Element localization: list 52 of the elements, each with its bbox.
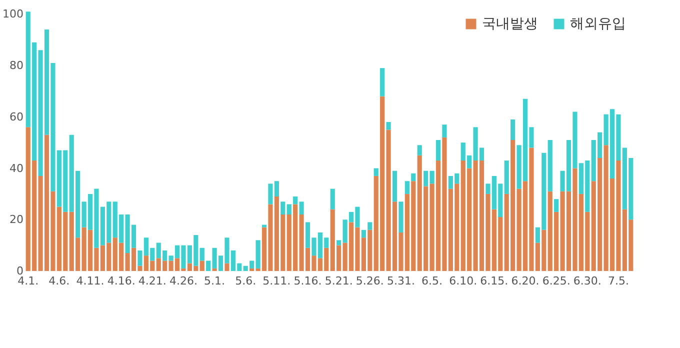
bar bbox=[280, 202, 286, 214]
x-tick-label: 4.16. bbox=[107, 274, 136, 288]
bar bbox=[262, 224, 267, 228]
bar bbox=[392, 170, 398, 202]
x-tick-label: 6.5. bbox=[422, 274, 443, 288]
bar bbox=[212, 268, 217, 271]
bar bbox=[548, 140, 552, 192]
x-tick-label: 4.26. bbox=[169, 274, 198, 288]
x-tick-label: 7.5. bbox=[608, 274, 629, 288]
bar bbox=[200, 260, 204, 271]
x-tick-label: 4.6. bbox=[48, 274, 70, 288]
x-tick-label: 4.21. bbox=[138, 274, 166, 288]
bar bbox=[504, 160, 509, 194]
bar bbox=[200, 248, 204, 261]
x-tick-label: 5.21. bbox=[324, 274, 353, 288]
legend-label: 국내발생 bbox=[482, 16, 538, 32]
bar bbox=[330, 188, 335, 210]
bar bbox=[510, 119, 516, 140]
x-tick-label: 5.11. bbox=[262, 274, 291, 288]
y-tick-label: 40 bbox=[10, 162, 24, 175]
x-tick-label: 5.16. bbox=[294, 274, 322, 288]
y-tick-label: 60 bbox=[10, 110, 24, 124]
bar bbox=[554, 199, 559, 212]
x-tick-label: 4.11. bbox=[76, 274, 104, 288]
x-tick-label: 6.30. bbox=[573, 274, 602, 288]
bar bbox=[374, 168, 378, 176]
bar bbox=[404, 181, 410, 194]
x-tick-label: 4.1. bbox=[18, 274, 39, 288]
x-tick-label: 5.26. bbox=[356, 274, 384, 288]
bar bbox=[286, 204, 292, 214]
y-tick-label: 0 bbox=[16, 264, 24, 278]
bar bbox=[417, 145, 422, 156]
legend-label: 해외유입 bbox=[570, 16, 626, 32]
bar bbox=[361, 230, 366, 238]
x-tick-label: 6.15. bbox=[480, 274, 508, 288]
y-tick-label: 80 bbox=[10, 59, 24, 72]
y-tick-label: 100 bbox=[2, 8, 24, 21]
x-tick-label: 5.6. bbox=[235, 274, 256, 288]
y-tick-label: 20 bbox=[10, 213, 24, 226]
bar bbox=[224, 263, 230, 271]
x-tick-label: 6.10. bbox=[449, 274, 478, 288]
bar bbox=[442, 124, 447, 138]
x-tick-label: 5.31. bbox=[386, 274, 415, 288]
bar bbox=[398, 202, 404, 232]
bar bbox=[368, 222, 372, 230]
x-tick-label: 5.1. bbox=[204, 274, 226, 288]
bar bbox=[386, 122, 391, 130]
bar bbox=[380, 68, 385, 96]
x-tick-label: 6.25. bbox=[542, 274, 570, 288]
bar bbox=[436, 140, 441, 161]
bar bbox=[411, 173, 416, 182]
x-tick-label: 6.20. bbox=[511, 274, 540, 288]
